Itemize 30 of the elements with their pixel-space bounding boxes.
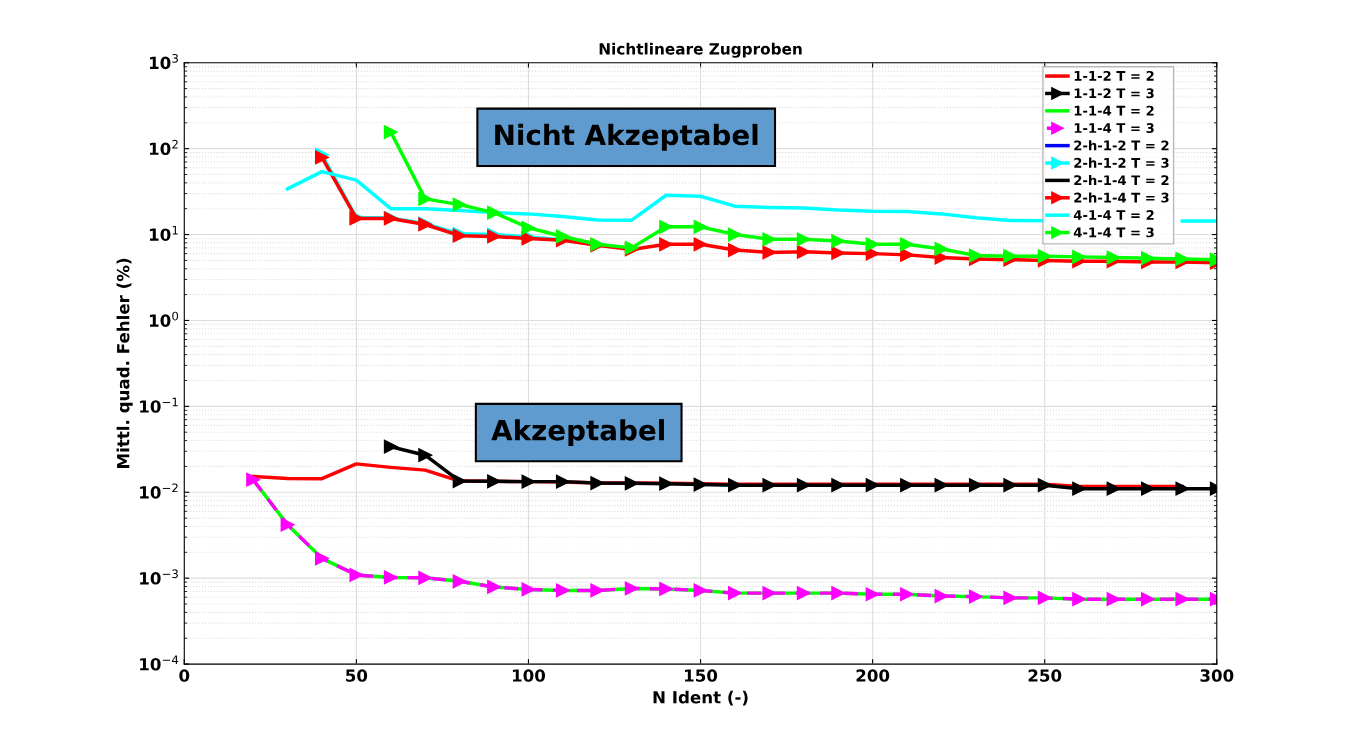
legend-label: 1-1-2 T = 2 [1074,70,1154,81]
y-axis-title: Mittl. quad. Fehler (%) [116,258,133,468]
y-tick-label: 10$^{0}$ [149,311,179,327]
y-tick-label: 10$^{3}$ [149,53,178,70]
x-tick-label: 0 [179,669,190,682]
legend-label: 2-h-1-4 T = 2 [1074,174,1169,186]
legend-label: 4-1-4 T = 3 [1073,227,1154,238]
annotation: Akzeptabel [491,419,664,447]
legend-label: 1-1-4 T = 2 [1074,105,1154,116]
x-tick-label: 250 [1028,669,1062,682]
x-axis-title: N Ident (-) [653,690,748,706]
legend-label: 1-1-4 T = 3 [1074,123,1154,134]
legend-label: 2-h-1-2 T = 3 [1074,157,1169,168]
chart-title: Nichtlineare Zugproben [599,42,802,58]
y-tick-label: 10$^{−1}$ [140,397,178,413]
y-tick-label: 10$^{2}$ [149,139,178,156]
legend-label: 4-1-4 T = 2 [1073,210,1154,220]
y-tick-label: 10$^{−4}$ [140,655,179,671]
annotation: Nicht Akzeptabel [495,123,758,151]
y-tick-label: 10$^{−3}$ [140,569,178,585]
y-tick-label: 10$^{−2}$ [140,483,178,499]
x-tick-label: 100 [512,669,546,682]
y-tick-label: 10$^{1}$ [149,225,178,242]
legend-label: 2-h-1-2 T = 2 [1074,140,1169,151]
x-tick-label: 50 [346,669,368,682]
x-tick-label: 300 [1200,669,1234,682]
x-tick-label: 150 [685,669,718,682]
legend-label: 1-1-2 T = 3 [1074,88,1154,99]
x-tick-label: 200 [856,669,890,682]
legend-label: 2-h-1-4 T = 3 [1074,192,1169,203]
